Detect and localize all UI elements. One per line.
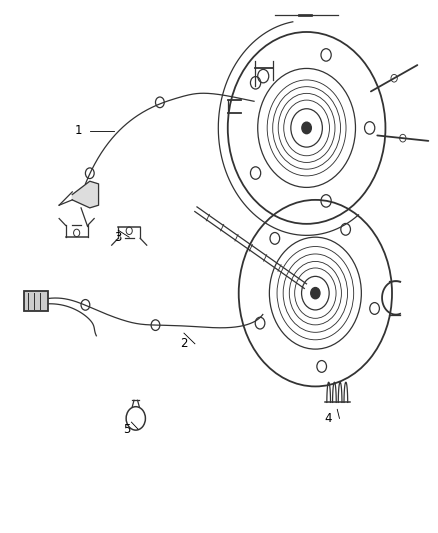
Text: 3: 3 — [115, 231, 122, 244]
Text: 4: 4 — [325, 412, 332, 425]
Text: 1: 1 — [75, 124, 83, 137]
FancyBboxPatch shape — [24, 291, 48, 311]
Text: 2: 2 — [180, 337, 188, 350]
Circle shape — [311, 288, 320, 298]
Text: 5: 5 — [124, 423, 131, 435]
Polygon shape — [72, 181, 99, 208]
Circle shape — [302, 122, 311, 134]
